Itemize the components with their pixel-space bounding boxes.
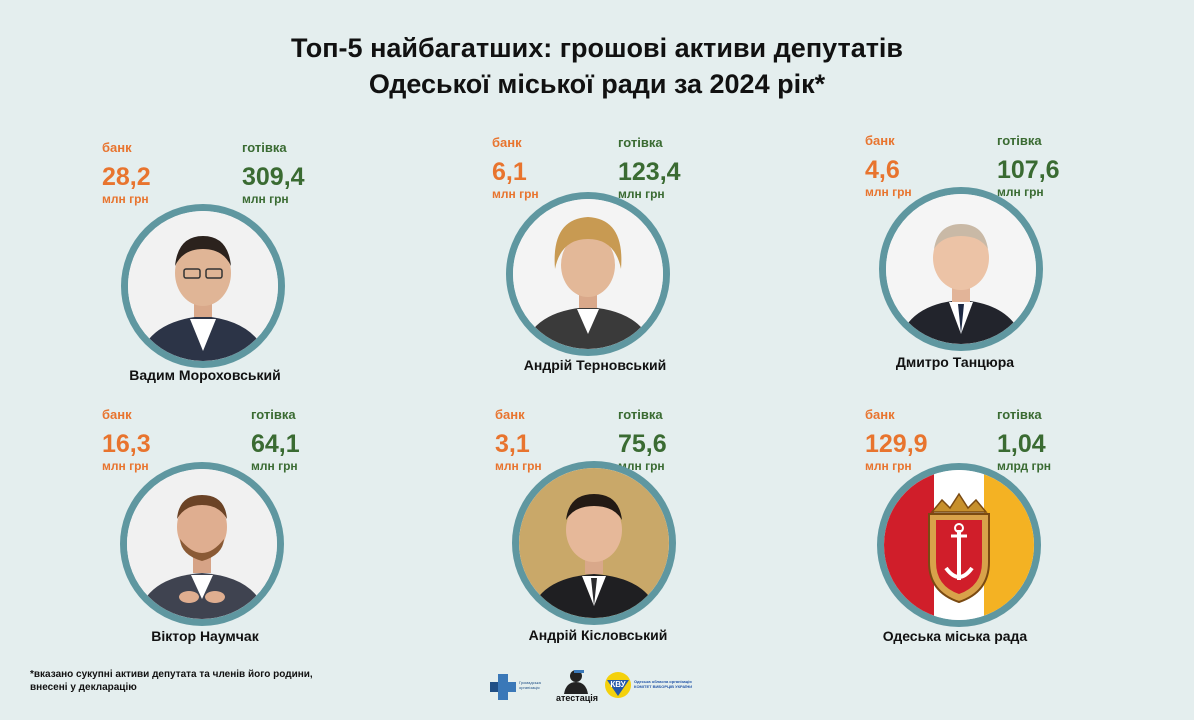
deputy-name: Вадим Мороховський bbox=[129, 367, 281, 383]
cash-value: 64,1 bbox=[251, 430, 300, 458]
bank-stat: банк 129,9 млн грн bbox=[865, 407, 928, 473]
cash-label: готівка bbox=[242, 140, 287, 155]
bank-stat: банк 6,1 млн грн bbox=[492, 135, 539, 201]
bank-value: 4,6 bbox=[865, 156, 900, 184]
deputy-name: Віктор Наумчак bbox=[151, 628, 259, 644]
atestatsiia-logo-icon: атестація bbox=[556, 668, 599, 706]
cash-value: 309,4 bbox=[242, 163, 305, 191]
cash-value: 107,6 bbox=[997, 156, 1060, 184]
deputy-name: Андрій Терновський bbox=[523, 357, 667, 373]
deputy-name: Андрій Кісловський bbox=[528, 627, 668, 643]
logo-caption: атестація bbox=[556, 693, 599, 703]
cash-unit: млрд грн bbox=[997, 459, 1052, 473]
cash-unit: млн грн bbox=[618, 187, 665, 201]
bank-value: 3,1 bbox=[495, 430, 530, 458]
cash-stat: готівка 309,4 млн грн bbox=[242, 140, 305, 206]
footnote: *вказано сукупні активи депутата та член… bbox=[30, 668, 370, 694]
odesa-coat-of-arms-icon bbox=[877, 463, 1041, 627]
cash-stat: готівка 107,6 млн грн bbox=[997, 133, 1060, 199]
deputy-name: Одеська міська рада bbox=[882, 628, 1028, 644]
cash-label: готівка bbox=[618, 135, 663, 150]
cash-stat: готівка 1,04 млрд грн bbox=[997, 407, 1051, 473]
organization-logo-blue-cross-icon: Громадська організація bbox=[488, 672, 548, 704]
bank-unit: млн грн bbox=[495, 459, 542, 473]
bank-label: банк bbox=[102, 140, 132, 155]
bank-label: банк bbox=[865, 133, 895, 148]
cash-value: 75,6 bbox=[618, 430, 667, 458]
cash-stat: готівка 123,4 млн грн bbox=[618, 135, 681, 201]
cash-label: готівка bbox=[997, 133, 1042, 148]
footnote-line-2: внесені у декларацію bbox=[30, 682, 137, 693]
cash-unit: млн грн bbox=[997, 185, 1044, 199]
deputy-card-6: банк 129,9 млн грн готівка 1,04 млрд грн… bbox=[825, 402, 1085, 662]
person-photo-icon bbox=[121, 204, 285, 368]
cash-stat: готівка 75,6 млн грн bbox=[618, 407, 667, 473]
bank-value: 28,2 bbox=[102, 163, 151, 191]
bank-label: банк bbox=[495, 407, 525, 422]
cash-stat: готівка 64,1 млн грн bbox=[251, 407, 300, 473]
bank-stat: банк 4,6 млн грн bbox=[865, 133, 912, 199]
bank-label: банк bbox=[492, 135, 522, 150]
title-line-1: Топ-5 найбагатших: грошові активи депута… bbox=[290, 33, 904, 63]
bank-value: 6,1 bbox=[492, 158, 527, 186]
person-photo-icon bbox=[512, 461, 676, 625]
bank-unit: млн грн bbox=[102, 192, 149, 206]
cash-label: готівка bbox=[618, 407, 663, 422]
bank-label: банк bbox=[102, 407, 132, 422]
page-title: Топ-5 найбагатших: грошові активи депута… bbox=[0, 30, 1194, 102]
bank-label: банк bbox=[865, 407, 895, 422]
person-photo-icon bbox=[506, 192, 670, 356]
bank-unit: млн грн bbox=[492, 187, 539, 201]
deputy-card-3: банк 4,6 млн грн готівка 107,6 млн грн Д… bbox=[825, 128, 1085, 388]
bank-value: 129,9 bbox=[865, 430, 928, 458]
deputy-name: Дмитро Танцюра bbox=[895, 354, 1015, 370]
svg-text:КВУ: КВУ bbox=[610, 680, 626, 689]
voters-committee-logo-icon: КВУ Одеська обласна організація КОМІТЕТ … bbox=[603, 670, 703, 702]
deputy-card-2: банк 6,1 млн грн готівка 123,4 млн грн А… bbox=[465, 130, 725, 390]
title-line-2: Одеської міської ради за 2024 рік* bbox=[368, 69, 826, 99]
cash-unit: млн грн bbox=[242, 192, 289, 206]
bank-stat: банк 3,1 млн грн bbox=[495, 407, 542, 473]
bank-unit: млн грн bbox=[865, 185, 912, 199]
footnote-line-1: *вказано сукупні активи депутата та член… bbox=[30, 669, 313, 680]
bank-unit: млн грн bbox=[865, 459, 912, 473]
logo-caption: Громадська організація bbox=[519, 680, 541, 690]
deputy-card-4: банк 16,3 млн грн готівка 64,1 млн грн В… bbox=[75, 402, 335, 662]
bank-stat: банк 28,2 млн грн bbox=[102, 140, 151, 206]
cash-label: готівка bbox=[251, 407, 296, 422]
person-photo-icon bbox=[879, 187, 1043, 351]
bank-stat: банк 16,3 млн грн bbox=[102, 407, 151, 473]
logo-caption: Одеська обласна організація КОМІТЕТ ВИБО… bbox=[634, 679, 693, 689]
bank-unit: млн грн bbox=[102, 459, 149, 473]
deputy-card-1: банк 28,2 млн грн готівка 309,4 млн грн … bbox=[75, 135, 335, 395]
bank-value: 16,3 bbox=[102, 430, 151, 458]
deputy-card-5: банк 3,1 млн грн готівка 75,6 млн грн Ан… bbox=[468, 402, 728, 662]
cash-unit: млн грн bbox=[251, 459, 298, 473]
cash-label: готівка bbox=[997, 407, 1042, 422]
cash-value: 1,04 bbox=[997, 430, 1046, 458]
cash-value: 123,4 bbox=[618, 158, 681, 186]
person-photo-icon bbox=[120, 462, 284, 626]
